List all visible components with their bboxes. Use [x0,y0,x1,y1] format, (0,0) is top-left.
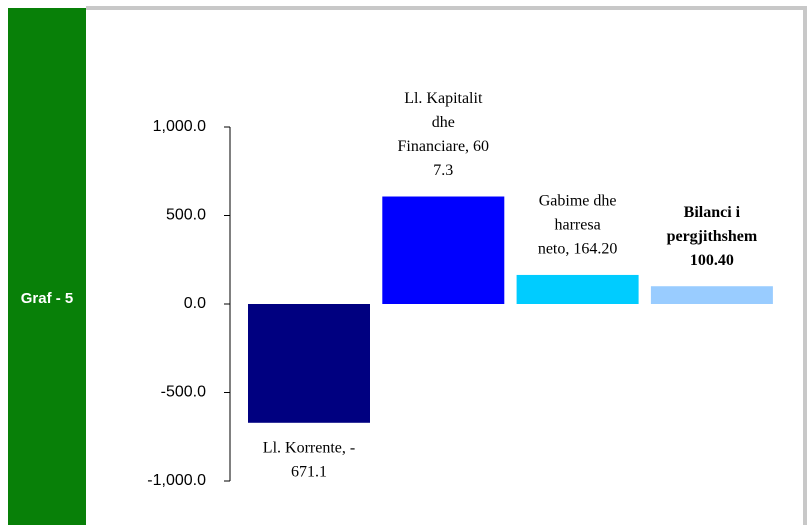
y-tick-label: 0.0 [184,295,206,312]
data-label: 671.1 [291,463,327,480]
sidebar-label: Graf - 5 [21,290,74,307]
sidebar [8,8,86,525]
data-label: Ll. Korrente, - [263,439,355,456]
data-label: Financiare, 60 [398,138,490,155]
frame-right [803,6,807,525]
data-label: Ll. Kapitalit [404,90,483,107]
data-label: harresa [555,217,601,234]
data-label: Gabime dhe [539,193,617,210]
y-tick-label: 1,000.0 [153,118,206,135]
y-tick-label: -500.0 [161,384,206,401]
bar [516,274,639,304]
data-label: Bilanci i [684,204,741,221]
y-tick-label: -1,000.0 [147,472,206,489]
bar [248,304,370,423]
data-label: pergjithshem [667,228,758,245]
bar [382,196,505,304]
data-label: 7.3 [433,162,453,179]
bar [650,286,773,304]
frame-top [86,6,806,10]
data-label: neto, 164.20 [538,241,618,258]
data-label: dhe [432,114,455,131]
data-label: 100.40 [690,252,734,269]
y-tick-label: 500.0 [166,207,206,224]
